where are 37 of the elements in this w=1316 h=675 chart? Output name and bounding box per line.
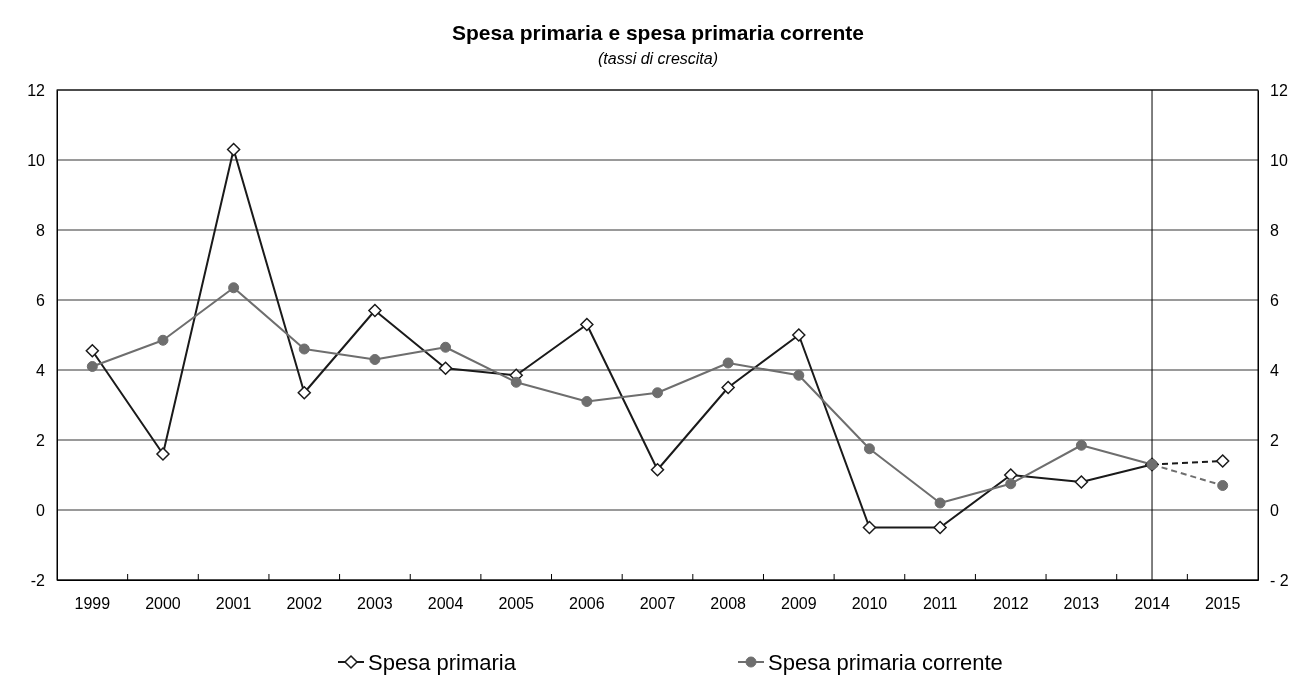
y2-tick-label: 2 bbox=[1270, 431, 1279, 449]
y-tick-label: 0 bbox=[36, 501, 46, 519]
y-tick-label: 2 bbox=[36, 431, 46, 449]
x-tick-label: 2011 bbox=[922, 595, 958, 613]
y2-tick-label: 0 bbox=[1270, 501, 1279, 519]
legend-label: Spesa primaria bbox=[368, 650, 517, 675]
y2-tick-label: 10 bbox=[1270, 151, 1288, 169]
chart-title: Spesa primaria e spesa primaria corrente bbox=[451, 21, 865, 44]
x-tick-label: 2010 bbox=[851, 595, 888, 613]
x-tick-label: 2000 bbox=[145, 595, 181, 613]
y-tick-label: 12 bbox=[27, 81, 46, 99]
x-tick-label: 2013 bbox=[1063, 595, 1100, 613]
y-tick-label: -2 bbox=[30, 571, 46, 589]
y2-tick-label: 4 bbox=[1270, 361, 1279, 379]
y2-tick-label: 6 bbox=[1270, 291, 1279, 309]
x-tick-label: 2012 bbox=[992, 595, 1029, 613]
x-tick-label: 2003 bbox=[357, 595, 393, 613]
x-tick-label: 2015 bbox=[1204, 595, 1241, 613]
chart-subtitle: (tassi di crescita) bbox=[597, 50, 719, 67]
x-tick-label: 2007 bbox=[639, 595, 676, 613]
legend-label: Spesa primaria corrente bbox=[768, 650, 1003, 675]
y-tick-label: 4 bbox=[36, 361, 46, 379]
y2-tick-label: - 2 bbox=[1270, 571, 1289, 589]
x-tick-label: 2006 bbox=[569, 595, 605, 613]
y-tick-label: 10 bbox=[27, 151, 46, 169]
x-tick-label: 1999 bbox=[74, 595, 111, 613]
y-tick-label: 6 bbox=[36, 291, 46, 309]
y-tick-label: 8 bbox=[36, 221, 46, 239]
y2-tick-label: 12 bbox=[1270, 81, 1288, 99]
y2-tick-label: 8 bbox=[1270, 221, 1279, 239]
x-tick-label: 2014 bbox=[1134, 595, 1170, 613]
x-tick-label: 2004 bbox=[427, 595, 464, 613]
x-tick-label: 2008 bbox=[710, 595, 747, 613]
x-tick-label: 2009 bbox=[781, 595, 817, 613]
x-tick-label: 2001 bbox=[215, 595, 252, 613]
x-tick-label: 2005 bbox=[498, 595, 535, 613]
x-tick-label: 2002 bbox=[286, 595, 323, 613]
